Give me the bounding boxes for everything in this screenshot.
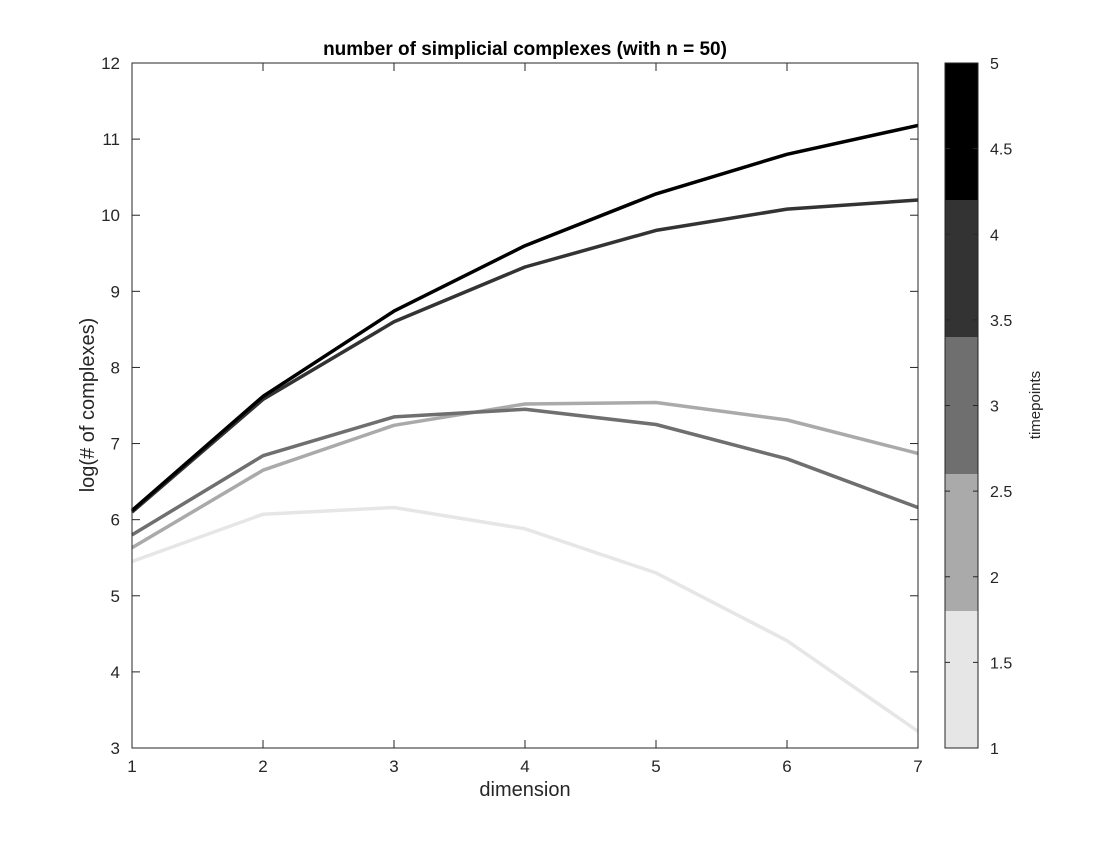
colorbar: 1 1.5 2 2.5 3 3.5 4 4.5 5 timepoints (944, 56, 1044, 758)
colorbar-segment-2 (945, 474, 978, 611)
colorbar-tick-label: 1 (990, 741, 999, 758)
colorbar-tick-label: 1.5 (990, 655, 1012, 672)
y-tick-label: 8 (111, 358, 120, 377)
y-tick-label: 11 (102, 130, 120, 149)
colorbar-tick-label: 3.5 (990, 313, 1012, 330)
y-tick-label: 3 (111, 739, 120, 758)
colorbar-segment-4 (945, 200, 978, 337)
y-tick-label: 6 (111, 511, 120, 530)
series-lines (130, 123, 919, 733)
colorbar-segment-3 (945, 337, 978, 474)
y-tick-label: 5 (111, 587, 120, 606)
colorbar-tick-label: 4.5 (990, 142, 1012, 159)
series-line-5 (130, 123, 919, 512)
x-tick-label: 6 (782, 757, 791, 776)
y-tick-label: 12 (101, 54, 120, 73)
chart-title: number of simplicial complexes (with n =… (323, 39, 727, 60)
colorbar-tick-label: 2.5 (990, 484, 1012, 501)
colorbar-tick-label: 4 (990, 227, 999, 244)
x-tick-label: 5 (651, 757, 660, 776)
x-tick-label: 4 (520, 757, 529, 776)
x-tick-label: 2 (258, 757, 267, 776)
colorbar-ticks: 1 1.5 2 2.5 3 3.5 4 4.5 5 (945, 56, 1012, 758)
x-tick-label: 1 (127, 757, 136, 776)
x-axis-label: dimension (479, 779, 570, 801)
y-axis-label: log(# of complexes) (77, 318, 99, 493)
colorbar-segments (945, 63, 978, 748)
series-line-2 (131, 400, 919, 550)
y-tick-label: 9 (111, 282, 120, 301)
colorbar-tick-label: 5 (990, 56, 999, 73)
x-tick-label: 7 (913, 757, 922, 776)
x-axis-ticks: 1 2 3 4 5 6 7 (127, 63, 923, 776)
colorbar-tick-label: 2 (990, 570, 999, 587)
colorbar-segment-5 (945, 63, 978, 200)
y-axis-ticks: 3 4 5 6 7 8 9 10 11 12 (101, 54, 918, 758)
colorbar-tick-label: 3 (990, 399, 999, 416)
series-line-4 (130, 198, 919, 514)
y-tick-label: 7 (111, 435, 120, 454)
y-tick-label: 4 (111, 663, 120, 682)
colorbar-segment-1 (945, 611, 978, 748)
y-tick-label: 10 (101, 206, 120, 225)
series-line-3 (131, 407, 919, 537)
series-line-1 (131, 505, 919, 733)
x-tick-label: 3 (389, 757, 398, 776)
colorbar-label: timepoints (1027, 371, 1044, 439)
